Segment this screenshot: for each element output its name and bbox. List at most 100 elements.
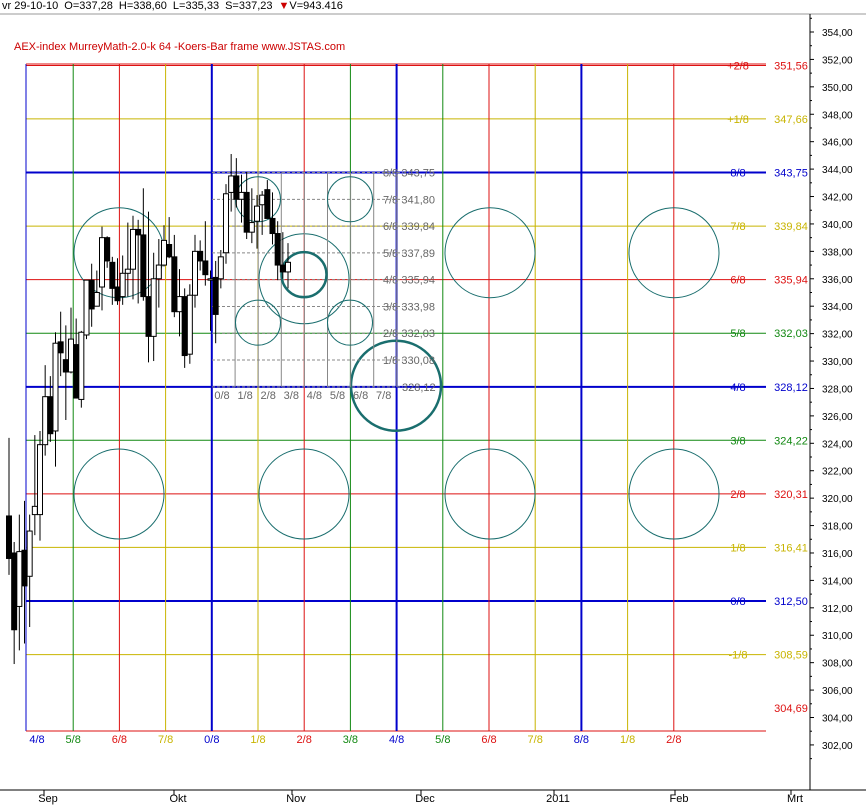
- y-tick-label: 348,00: [822, 110, 853, 121]
- candle-body-up: [52, 342, 59, 432]
- info-open: O=337,28: [64, 0, 113, 12]
- y-tick-label: 322,00: [822, 467, 853, 478]
- candle-body-up: [238, 191, 245, 200]
- x-tick-label: Sep: [38, 793, 58, 805]
- y-tick-label: 350,00: [822, 83, 853, 94]
- candle-body-down: [171, 256, 178, 313]
- murrey-fraction-label: 5/8: [730, 328, 745, 340]
- y-tick-label: 316,00: [822, 549, 853, 560]
- sub-frame-time-label: 5/8: [330, 390, 345, 402]
- candle-body-down: [166, 244, 173, 258]
- candle-body-down: [269, 217, 276, 235]
- y-tick-label: 308,00: [822, 659, 853, 670]
- candle-body-up: [248, 222, 255, 233]
- y-tick-label: 328,00: [822, 384, 853, 395]
- candle-body-up: [186, 294, 193, 355]
- time-grid-label: 6/8: [481, 734, 496, 746]
- candle-body-down: [135, 228, 142, 236]
- candle-body-down: [73, 344, 80, 399]
- time-grid-label: 1/8: [250, 734, 265, 746]
- info-low: L=335,33: [172, 0, 220, 12]
- time-grid-label: 4/8: [29, 734, 44, 746]
- frame-circle: [73, 448, 165, 540]
- candle-body-up: [223, 193, 229, 254]
- sub-frame-level-label: 328,12: [402, 382, 436, 394]
- candle-body-up: [31, 505, 38, 516]
- sub-frame-level-label: 1/8 330,08: [383, 355, 435, 367]
- murrey-fraction-label: 2/8: [730, 489, 745, 501]
- candle-body-down: [140, 234, 147, 298]
- candle-body-up: [254, 205, 260, 222]
- murrey-value-label: 332,03: [774, 328, 808, 340]
- sub-frame-time-label: 4/8: [307, 390, 322, 402]
- sub-frame-level-label: 8/8 343,75: [383, 168, 435, 180]
- x-tick-label: 2011: [546, 793, 570, 805]
- candle-body-down: [104, 237, 111, 262]
- y-tick-label: 310,00: [822, 631, 853, 642]
- time-grid-label: 0/8: [204, 734, 219, 746]
- sub-frame-level-label: 5/8 337,89: [383, 248, 435, 260]
- sub-frame-time-label: 1/8: [237, 390, 252, 402]
- info-close: S=337,23: [225, 0, 273, 12]
- candle-body-up: [99, 237, 105, 288]
- x-tick-label: Feb: [670, 793, 689, 805]
- candle-body-up: [42, 396, 49, 446]
- y-tick-label: 330,00: [822, 357, 853, 368]
- y-tick-label: 320,00: [822, 494, 853, 505]
- candle-body-up: [259, 194, 266, 206]
- y-tick-label: 312,00: [822, 604, 853, 615]
- candle-body-down: [233, 175, 240, 200]
- y-tick-label: 354,00: [822, 28, 853, 39]
- info-date: vr 29-10-10: [2, 0, 59, 12]
- sub-frame-time-label: 7/8: [376, 390, 391, 402]
- time-grid-label: 8/8: [574, 734, 589, 746]
- frame-circle: [628, 207, 720, 299]
- y-tick-label: 306,00: [822, 686, 853, 697]
- candle-body-up: [176, 296, 183, 313]
- y-tick-label: 324,00: [822, 439, 853, 450]
- murrey-fraction-label: 8/8: [730, 168, 745, 180]
- y-tick-label: 340,00: [822, 220, 853, 231]
- candle-body-down: [145, 296, 152, 337]
- candle-body-down: [47, 396, 54, 435]
- y-tick-label: 302,00: [822, 741, 853, 752]
- frame-circle: [444, 207, 536, 299]
- murrey-fraction-label: 3/8: [730, 435, 745, 447]
- murrey-value-label: 351,56: [774, 60, 808, 72]
- time-grid-label: 2/8: [297, 734, 312, 746]
- candle-body-up: [83, 279, 90, 336]
- x-tick-label: Dec: [415, 793, 435, 805]
- murrey-value-label: 324,22: [774, 435, 808, 447]
- candle-body-down: [21, 549, 28, 587]
- sub-frame-level-label: 7/8 341,80: [383, 194, 435, 206]
- murrey-fraction-label: 7/8: [730, 221, 745, 233]
- y-tick-label: 344,00: [822, 165, 853, 176]
- candle-body-up: [26, 530, 33, 577]
- y-tick-label: 304,00: [822, 714, 853, 725]
- time-grid-label: 7/8: [528, 734, 543, 746]
- chart-title: AEX-index MurreyMath-2.0-k 64 -Koers-Bar…: [14, 41, 346, 53]
- murrey-value-label: 308,59: [774, 650, 808, 662]
- time-grid-label: 7/8: [158, 734, 173, 746]
- time-grid-label: 1/8: [620, 734, 635, 746]
- murrey-value-label: 316,41: [774, 542, 808, 554]
- murrey-value-label: 335,94: [774, 275, 808, 287]
- candle-body-up: [192, 250, 198, 296]
- candle-body-up: [78, 331, 85, 400]
- y-tick-label: 338,00: [822, 247, 853, 258]
- candle-body-up: [217, 256, 224, 280]
- sub-frame-time-label: 0/8: [214, 390, 229, 402]
- candle-body-up: [119, 272, 126, 298]
- murrey-value-label: 320,31: [774, 489, 808, 501]
- info-high: H=338,60: [118, 0, 167, 12]
- sub-frame-level-label: 3/8 333,98: [383, 301, 435, 313]
- time-grid-label: 5/8: [435, 734, 450, 746]
- sub-frame-circle-bold: [280, 250, 328, 299]
- y-tick-label: 336,00: [822, 275, 853, 286]
- y-tick-label: 314,00: [822, 576, 853, 587]
- sub-frame-circle: [327, 176, 373, 223]
- info-volume: V=943.416: [289, 0, 343, 12]
- murrey-value-label: 304,69: [774, 703, 808, 715]
- time-grid-label: 3/8: [343, 734, 358, 746]
- candle-body-down: [243, 191, 250, 233]
